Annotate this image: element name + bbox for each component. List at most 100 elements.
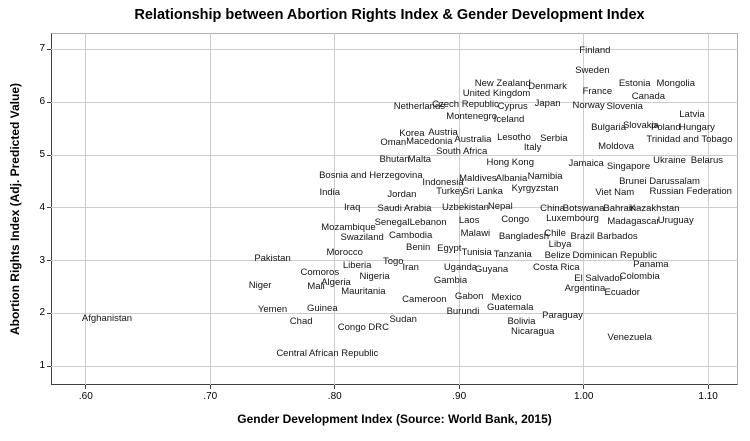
- gridline-vertical: [334, 33, 336, 385]
- country-label: Senegal: [374, 217, 410, 229]
- country-label: Afghanistan: [81, 312, 133, 324]
- country-label: Pakistan: [254, 253, 291, 265]
- country-label: Benin: [405, 241, 431, 253]
- country-label: Bhutan: [379, 153, 410, 165]
- country-label: Congo: [501, 213, 530, 225]
- country-label: South Africa: [436, 145, 488, 157]
- country-label: Gambia: [433, 274, 468, 286]
- country-label: Mexico: [491, 292, 522, 304]
- country-label: Bangladesh: [498, 230, 550, 242]
- country-label: Russian Federation: [649, 185, 732, 197]
- country-label: Austria: [428, 126, 458, 138]
- country-label: Bolivia: [507, 315, 536, 327]
- y-axis-tick-label: 7: [39, 43, 45, 55]
- country-label: Chad: [289, 315, 313, 327]
- country-label: Morocco: [326, 246, 363, 258]
- y-axis-tick-mark: [47, 260, 51, 262]
- x-axis-tick-mark: [85, 385, 87, 389]
- country-label: Tunisia: [461, 246, 492, 258]
- country-label: Gabon: [454, 291, 484, 303]
- country-label: United Kingdom: [462, 87, 531, 99]
- country-label: Saudi Arabia: [377, 202, 432, 214]
- country-label: Tanzania: [493, 248, 532, 260]
- y-axis-tick-mark: [47, 365, 51, 367]
- country-label: Albania: [495, 172, 528, 184]
- country-label: New Zealand: [474, 77, 531, 89]
- country-label: Barbados: [596, 230, 638, 242]
- country-label: Sudan: [389, 313, 417, 325]
- country-label: Malta: [407, 153, 432, 165]
- country-label: Burundi: [446, 305, 480, 317]
- country-label: Ecuador: [604, 286, 640, 298]
- gridline-horizontal: [51, 101, 738, 103]
- country-label: Botswana: [562, 202, 605, 214]
- y-axis-tick-mark: [47, 154, 51, 156]
- country-label: Japan: [534, 97, 561, 109]
- gridline-vertical: [458, 33, 460, 385]
- country-label: Central African Republic: [276, 348, 379, 360]
- country-label: Malawi: [460, 227, 491, 239]
- country-label: Togo: [382, 255, 404, 267]
- y-axis-tick-mark: [47, 48, 51, 50]
- country-label: Latvia: [679, 108, 705, 120]
- country-label: Kyrgyzstan: [511, 182, 559, 194]
- country-label: Sweden: [575, 65, 610, 77]
- y-axis-tick-label: 3: [39, 254, 45, 266]
- country-label: Paraguay: [542, 310, 583, 322]
- country-label: Turkey: [436, 185, 465, 197]
- country-label: Hungary: [678, 122, 715, 134]
- chart-title: Relationship between Abortion Rights Ind…: [134, 7, 645, 23]
- country-label: Mongolia: [656, 77, 696, 89]
- country-label: Iran: [402, 262, 419, 274]
- country-label: Sri Lanka: [462, 185, 503, 197]
- country-label: Guatemala: [486, 302, 534, 314]
- country-label: Montenegro: [446, 110, 498, 122]
- country-label: Madagascar: [607, 216, 660, 228]
- gridline-vertical: [85, 33, 87, 385]
- y-axis-tick-mark: [47, 312, 51, 314]
- country-label: Uruguay: [657, 215, 694, 227]
- country-label: Costa Rica: [533, 262, 580, 274]
- y-axis-tick-mark: [47, 207, 51, 209]
- country-label: Denmark: [528, 80, 567, 92]
- country-label: Moldova: [598, 141, 634, 153]
- country-label: Slovenia: [606, 100, 643, 112]
- country-label: Lesotho: [497, 132, 531, 144]
- country-label: Niger: [248, 280, 272, 291]
- country-label: Brazil: [570, 230, 595, 242]
- country-label: Bulgaria: [591, 122, 626, 134]
- country-label: Viet Nam: [595, 187, 635, 199]
- country-label: Trinidad and Tobago: [646, 133, 733, 145]
- country-label: Hong Kong: [486, 156, 535, 168]
- country-label: Namibia: [527, 170, 563, 182]
- country-label: Oman: [380, 136, 407, 148]
- x-axis-tick-mark: [707, 385, 709, 389]
- country-label: Bosnia and Herzegovina: [319, 170, 423, 182]
- gridline-horizontal: [51, 207, 738, 209]
- country-label: Colombia: [619, 271, 660, 283]
- country-label: Australia: [454, 133, 492, 145]
- country-label: Nepal: [487, 200, 513, 212]
- country-label: Mali: [307, 281, 325, 293]
- country-label: Venezuela: [607, 331, 652, 343]
- country-label: Algeria: [321, 276, 351, 288]
- gridline-horizontal: [51, 312, 738, 314]
- gridline-vertical: [707, 33, 709, 385]
- country-label: Netherlands: [393, 100, 446, 112]
- y-axis-tick-label: 4: [39, 201, 45, 213]
- country-label: Iceland: [493, 114, 525, 126]
- gridline-horizontal: [51, 48, 738, 50]
- country-label: Bahrain: [603, 202, 637, 214]
- country-label: Iraq: [343, 201, 361, 213]
- country-label: Argentina: [564, 283, 606, 295]
- x-axis-tick-label: .60: [78, 391, 93, 402]
- country-label: Guyana: [474, 264, 509, 276]
- x-axis-tick-label: .70: [203, 391, 218, 402]
- country-label: Kazakhstan: [629, 202, 680, 214]
- gridline-vertical: [209, 33, 211, 385]
- country-label: Jordan: [387, 189, 417, 201]
- plot-area: [51, 33, 738, 385]
- country-label: Ukraine: [653, 154, 686, 166]
- country-label: Indonesia: [422, 177, 464, 188]
